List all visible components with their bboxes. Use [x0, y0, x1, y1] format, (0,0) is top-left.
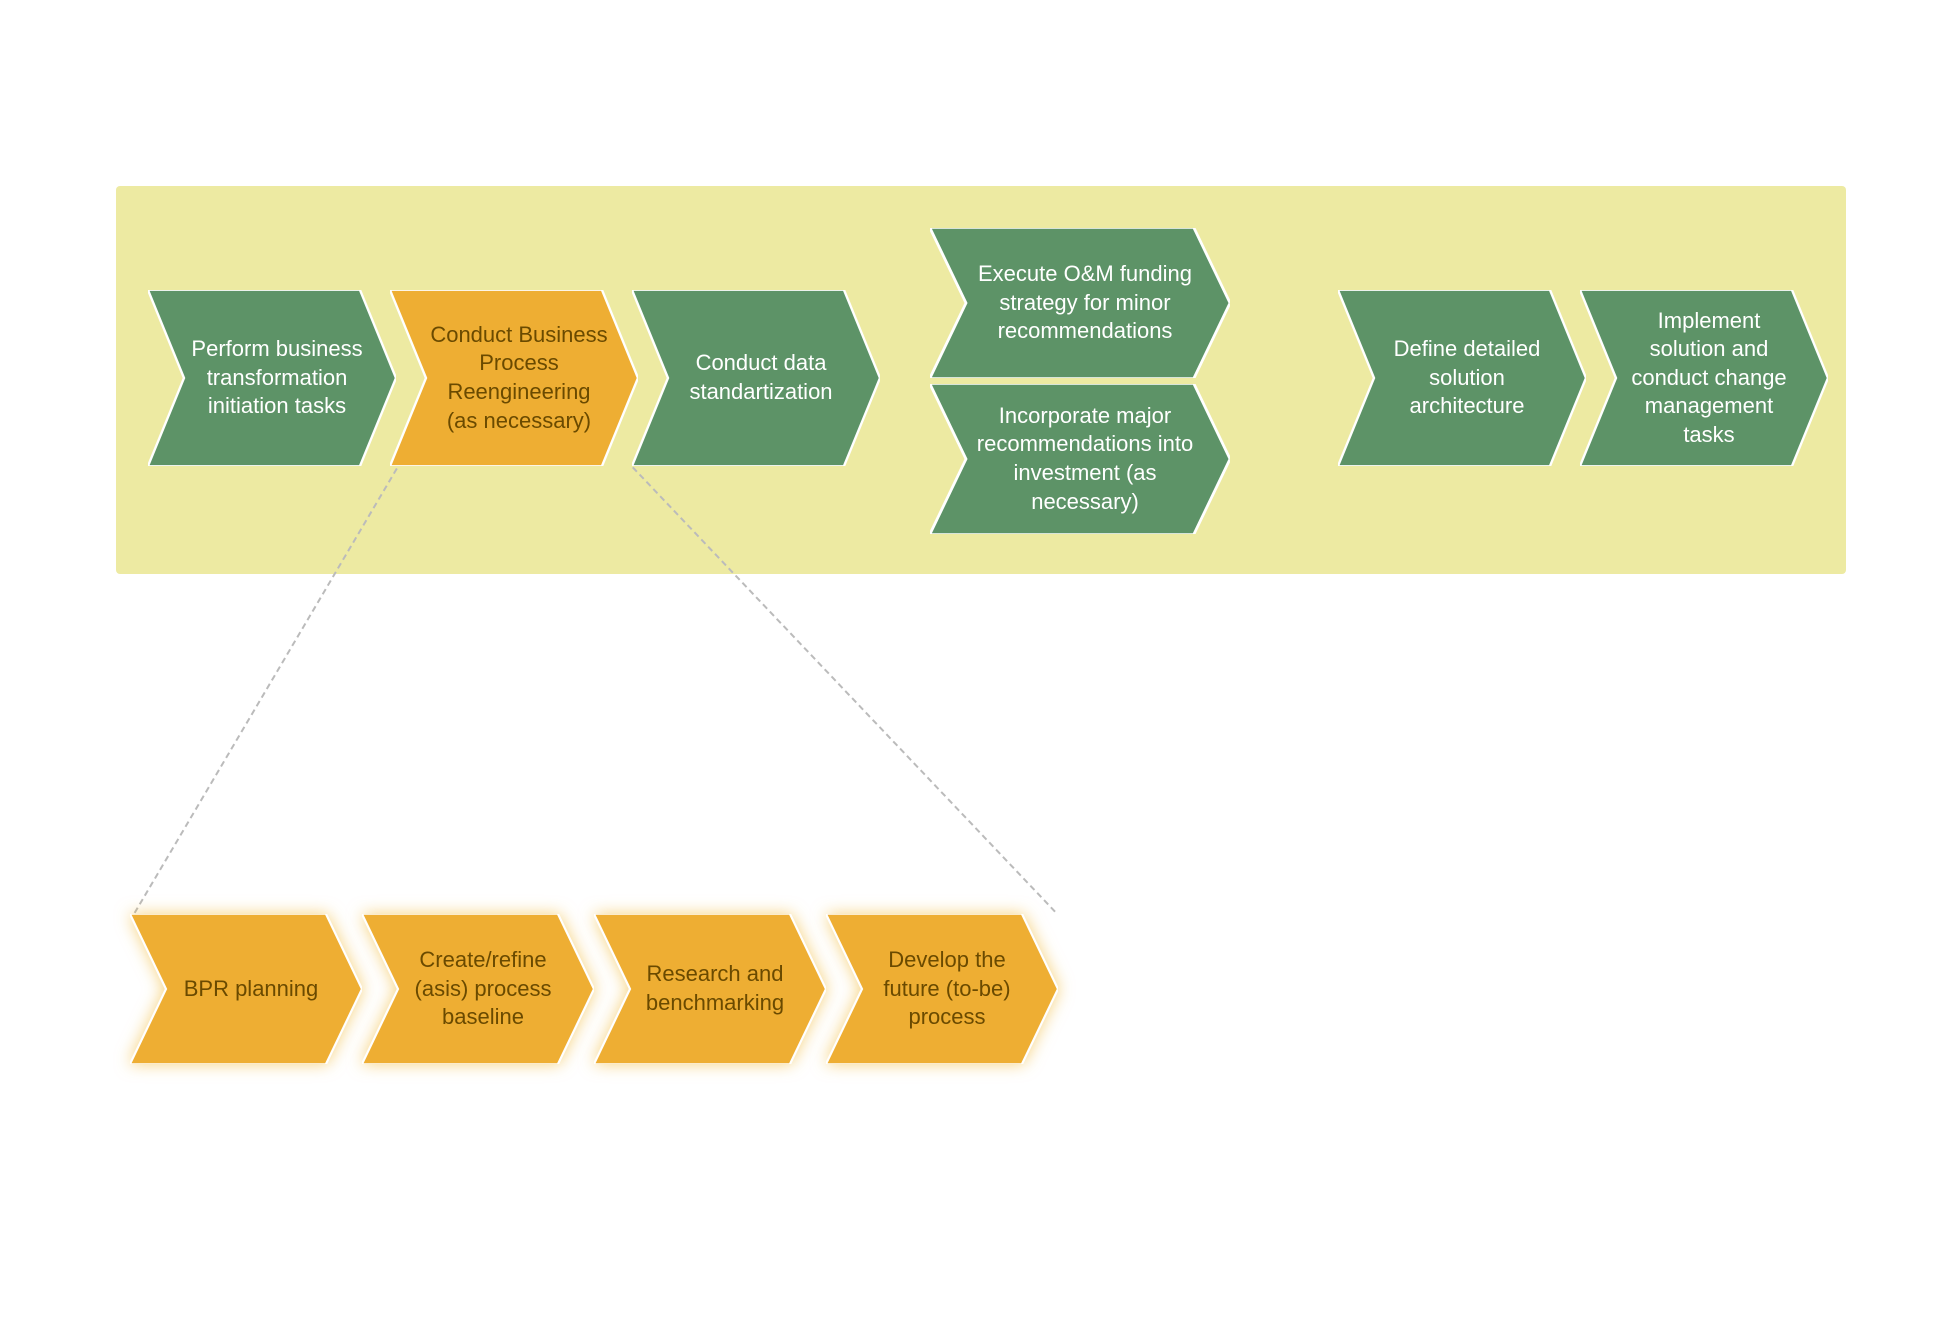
chevron-step5: Define detailed solution architecture	[1338, 290, 1586, 466]
chevron-step4a: Execute O&M funding strategy for minor r…	[930, 228, 1230, 378]
sub-chevron-2: Create/refine (asis) process baseline	[362, 914, 594, 1064]
chevron-step1: Perform business transformation initiati…	[148, 290, 396, 466]
sub-chevron-3: Research and benchmarking	[594, 914, 826, 1064]
chevron-step6: Implement solution and conduct change ma…	[1580, 290, 1828, 466]
sub-chevron-1: BPR planning	[130, 914, 362, 1064]
chevron-step3: Conduct data standartization	[632, 290, 880, 466]
sub-chevron-4: Develop the future (to-be) process	[826, 914, 1058, 1064]
process-flow-diagram: Perform business transformation initiati…	[0, 0, 1956, 1318]
chevron-step4b: Incorporate major recommendations into i…	[930, 384, 1230, 534]
chevron-step2: Conduct Business Process Reengineering (…	[390, 290, 638, 466]
